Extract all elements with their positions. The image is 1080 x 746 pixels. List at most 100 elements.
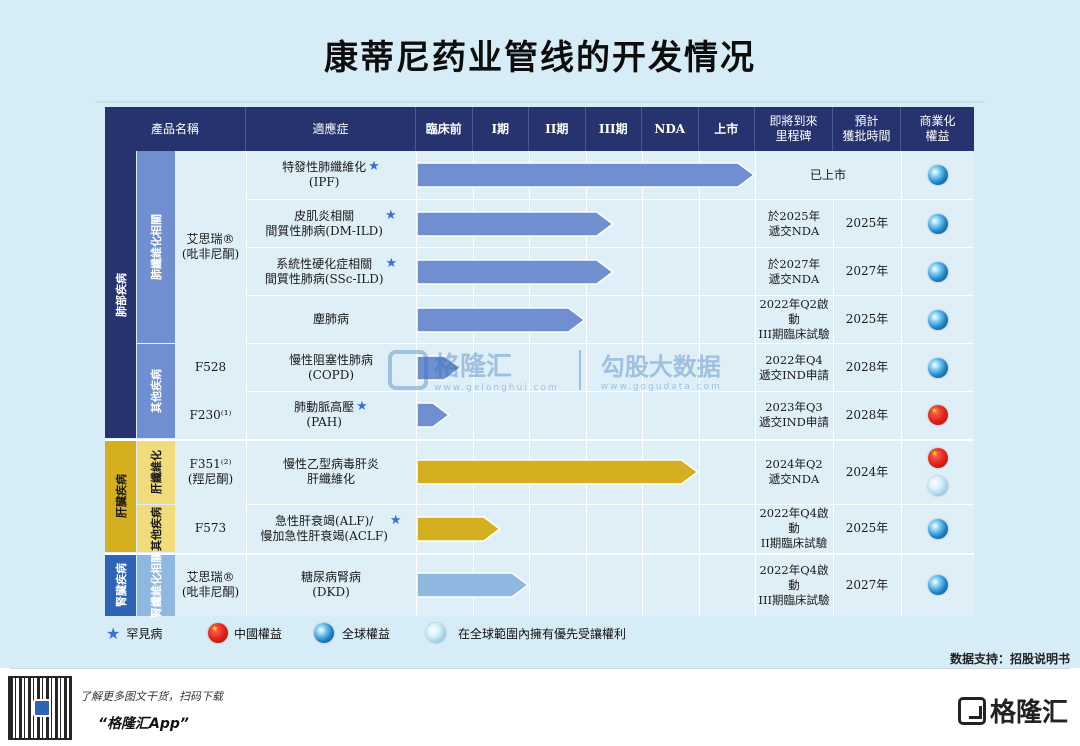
column-gridline <box>833 200 834 616</box>
watermark-separator <box>578 349 581 390</box>
rare-disease-star-icon: ★ <box>356 399 368 414</box>
page-title: 康蒂尼药业管线的开发情况 <box>324 38 756 78</box>
indication-4: 塵肺病 <box>246 296 416 343</box>
progress-arrow-shape <box>417 515 501 542</box>
progress-arrow-shape <box>417 162 756 188</box>
indication-label: 特發性肺纖維化 (IPF) <box>282 160 367 189</box>
pale-globe-icon <box>426 623 446 643</box>
milestone-3: 於2027年 遞交NDA <box>767 256 821 286</box>
group-liver-other: 其他疾病 <box>137 505 175 552</box>
globe-icon <box>928 213 948 234</box>
qr-logo-icon <box>33 699 51 717</box>
product-f230: F230⁽¹⁾ <box>189 407 232 422</box>
watermark-data: 勾股大数据 <box>600 353 721 381</box>
progress-arrow-8 <box>417 515 501 542</box>
header-stage-2: I期 <box>472 107 529 151</box>
milestone-2: 於2025年 遞交NDA <box>767 208 821 238</box>
watermark-data-url: www.gogudata.com <box>600 382 722 392</box>
progress-arrow-3 <box>417 258 614 285</box>
header-stage-5: NDA <box>642 107 699 151</box>
indication-label: 系統性硬化症相關 間質性肺病(SSc-ILD) <box>264 256 384 286</box>
brand-logo-text: 格隆汇 <box>989 698 1068 728</box>
indication-label: 糖尿病腎病 (DKD) <box>300 570 361 599</box>
header-approval: 預計 獲批時間 <box>833 107 901 151</box>
product-aisirui-dkd: 艾思瑞® (吡非尼酮) <box>181 570 240 599</box>
progress-arrow-shape <box>417 210 614 237</box>
star-icon: ★ <box>106 623 121 643</box>
group-liver: 肝臟疾病 <box>105 440 136 552</box>
globe-icon <box>928 261 948 282</box>
progress-arrow-2 <box>417 210 614 237</box>
stage-gridline <box>472 151 474 616</box>
indication-label: 慢性乙型病毒肝炎 肝纖維化 <box>282 457 379 486</box>
progress-arrow-6 <box>417 402 451 428</box>
approval-2: 2025年 <box>845 216 889 230</box>
stage-gridline <box>585 151 587 616</box>
globe-icon <box>928 518 948 539</box>
stage-gridline <box>642 151 643 616</box>
progress-arrow-shape <box>417 306 586 333</box>
progress-arrow-5 <box>417 354 462 381</box>
globe-icon <box>928 357 948 378</box>
globe-icon <box>928 309 948 330</box>
approval-6: 2028年 <box>845 407 889 422</box>
rare-disease-star-icon: ★ <box>385 255 398 271</box>
group-lung-fibrosis: 肺纖維化相關 <box>137 151 175 343</box>
product-f528: F528 <box>194 360 227 374</box>
indication-7: 慢性乙型病毒肝炎 肝纖維化 <box>246 440 416 504</box>
column-gridline <box>246 151 247 616</box>
indication-8: 急性肝衰竭(ALF)/ 慢加急性肝衰竭(ACLF) ★ <box>246 505 416 552</box>
progress-arrow-1 <box>417 162 756 188</box>
indication-3: 系統性硬化症相關 間質性肺病(SSc-ILD) ★ <box>246 248 416 295</box>
china-flag-icon <box>928 405 948 425</box>
progress-arrow-shape <box>417 459 699 485</box>
progress-arrow-9 <box>417 572 530 598</box>
row-gridline <box>246 391 974 392</box>
group-kidney-fibrosis: 腎纖維化相關 <box>137 552 175 618</box>
globe-icon <box>314 623 334 643</box>
group-liver-fibrosis: 肝纖維化 <box>137 440 175 504</box>
rare-disease-star-icon: ★ <box>385 207 397 223</box>
milestone-4: 2022年Q2啟動 III期臨床試驗 <box>758 297 830 341</box>
indication-label: 皮肌炎相關 間質性肺病(DM-ILD) <box>265 208 383 238</box>
progress-arrow-shape <box>417 258 614 285</box>
stage-gridline <box>416 151 417 616</box>
watermark: 格隆汇 www.gelonghui.com 勾股大数据 www.gogudata… <box>388 346 722 393</box>
legend-priority: 在全球範圍內擁有優先受讓權利 <box>426 623 626 643</box>
milestone-7: 2024年Q2 遞交NDA <box>765 457 823 486</box>
indication-9: 糖尿病腎病 (DKD) <box>246 554 416 616</box>
indication-label: 急性肝衰竭(ALF)/ 慢加急性肝衰竭(ACLF) <box>260 513 388 543</box>
progress-arrow-shape <box>417 572 530 598</box>
milestone-1: 已上市 <box>809 167 846 182</box>
rare-disease-star-icon: ★ <box>389 512 402 528</box>
milestone-5: 2022年Q4 遞交IND申請 <box>759 352 829 382</box>
source-note: 数据支持：招股说明书 <box>949 652 1070 666</box>
promo-text: 了解更多图文干货，扫码下载 <box>80 690 223 703</box>
approval-7: 2024年 <box>845 464 889 479</box>
header-stage-3: II期 <box>529 107 586 151</box>
stage-gridline <box>529 151 530 616</box>
legend-global: 全球權益 <box>314 623 390 643</box>
header-indication: 適應症 <box>246 107 416 151</box>
brand-logo: 格隆汇 <box>957 692 1068 729</box>
group-kidney: 腎臟疾病 <box>105 554 136 616</box>
legend-china: 中國權益 <box>208 623 282 643</box>
china-flag-icon <box>928 448 948 468</box>
approval-5: 2028年 <box>845 360 889 374</box>
progress-arrow-4 <box>417 306 586 333</box>
row-gridline <box>246 199 974 200</box>
header-stage-4: III期 <box>585 107 642 151</box>
indication-1: 特發性肺纖維化 (IPF) ★ <box>246 151 416 199</box>
group-lung: 肺部疾病 <box>105 151 136 438</box>
row-gridline <box>246 295 974 296</box>
milestone-6: 2023年Q3 遞交IND申請 <box>759 400 829 429</box>
milestone-8: 2022年Q4啟動 II期臨床試驗 <box>759 506 829 550</box>
indication-label: 塵肺病 <box>312 312 349 326</box>
row-gridline <box>246 504 974 505</box>
stage-gridline <box>755 151 756 616</box>
product-f351: F351⁽²⁾ (羥尼酮) <box>187 457 234 486</box>
progress-arrow-shape <box>417 402 451 428</box>
progress-arrow-shape <box>417 354 462 381</box>
row-gridline <box>246 343 974 344</box>
group-lung-other: 其他疾病 <box>137 344 175 438</box>
